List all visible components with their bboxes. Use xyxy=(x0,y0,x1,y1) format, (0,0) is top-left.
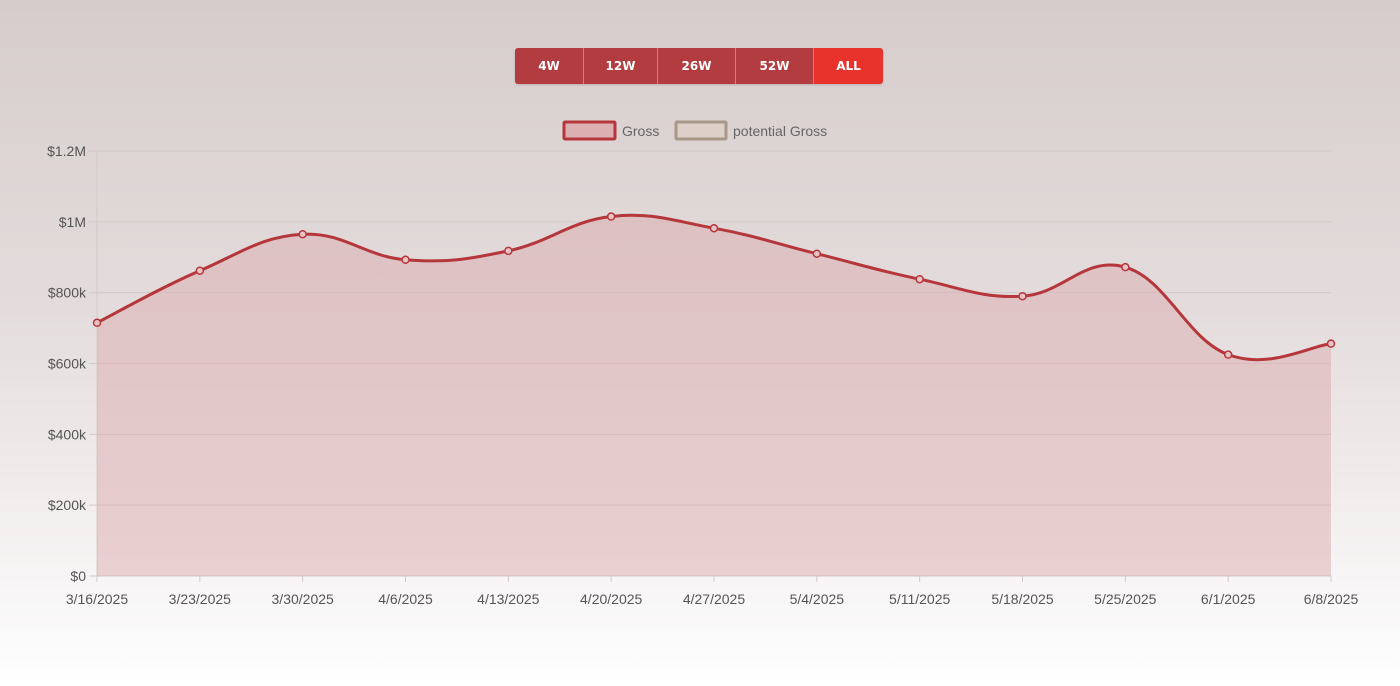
legend-gross-swatch[interactable] xyxy=(562,120,617,141)
y-tick-label: $400k xyxy=(48,426,87,442)
gross-data-point[interactable] xyxy=(92,318,102,328)
x-axis: 3/16/2025 3/23/2025 3/30/2025 4/6/2025 4/13/… xyxy=(66,576,1359,607)
gross-data-point[interactable] xyxy=(1018,291,1027,301)
gross-data-point[interactable] xyxy=(401,255,410,264)
x-tick-label: 3/30/2025 xyxy=(272,591,334,607)
y-tick-label: $800k xyxy=(48,285,87,301)
gross-data-point[interactable] xyxy=(1326,339,1336,348)
range-26w-button[interactable]: 26W xyxy=(658,48,736,84)
gross-data-point[interactable] xyxy=(1223,350,1233,359)
y-tick-label: $0 xyxy=(70,568,86,584)
y-tick-label: $1M xyxy=(59,214,86,230)
legend-potential-gross-label[interactable]: potential Gross xyxy=(733,123,827,139)
gross-area-fill xyxy=(97,215,1331,577)
gross-data-point[interactable] xyxy=(915,274,924,284)
x-tick-label: 4/13/2025 xyxy=(477,591,539,607)
range-52w-button[interactable]: 52W xyxy=(736,48,814,84)
time-range-selector: 4W 12W 26W 52W ALL xyxy=(515,48,883,84)
x-tick-label: 5/18/2025 xyxy=(991,591,1053,607)
gross-data-point[interactable] xyxy=(298,229,307,239)
gross-data-point[interactable] xyxy=(709,223,719,233)
chart-legend: Gross potential Gross xyxy=(562,120,827,141)
range-all-button[interactable]: ALL xyxy=(814,48,883,84)
x-tick-label: 3/16/2025 xyxy=(66,591,128,607)
x-tick-label: 4/27/2025 xyxy=(683,591,745,607)
gross-data-point[interactable] xyxy=(504,246,513,256)
y-axis: $0 $200k $400k $600k $800k $1M $1.2M xyxy=(47,143,87,584)
chart-point-layer xyxy=(92,212,1336,359)
legend-gross-label[interactable]: Gross xyxy=(622,123,659,139)
gross-data-point[interactable] xyxy=(606,212,616,221)
range-4w-button[interactable]: 4W xyxy=(515,48,584,84)
y-tick-label: $1.2M xyxy=(47,143,86,159)
x-tick-label: 5/11/2025 xyxy=(889,591,950,607)
x-tick-label: 4/6/2025 xyxy=(378,591,433,607)
gross-data-point[interactable] xyxy=(1121,262,1130,272)
gross-data-point[interactable] xyxy=(195,266,205,275)
x-tick-label: 6/8/2025 xyxy=(1304,591,1359,607)
legend-potential-gross-swatch[interactable] xyxy=(674,120,728,141)
x-tick-label: 3/23/2025 xyxy=(169,591,231,607)
range-12w-button[interactable]: 12W xyxy=(584,48,658,84)
y-tick-label: $200k xyxy=(48,497,87,513)
x-tick-label: 6/1/2025 xyxy=(1201,591,1256,607)
x-tick-label: 4/20/2025 xyxy=(580,591,642,607)
chart-area-layer xyxy=(96,213,1332,577)
x-tick-label: 5/4/2025 xyxy=(790,591,845,607)
x-tick-label: 5/25/2025 xyxy=(1094,591,1156,607)
y-tick-label: $600k xyxy=(48,356,87,372)
gross-data-point[interactable] xyxy=(812,249,822,258)
